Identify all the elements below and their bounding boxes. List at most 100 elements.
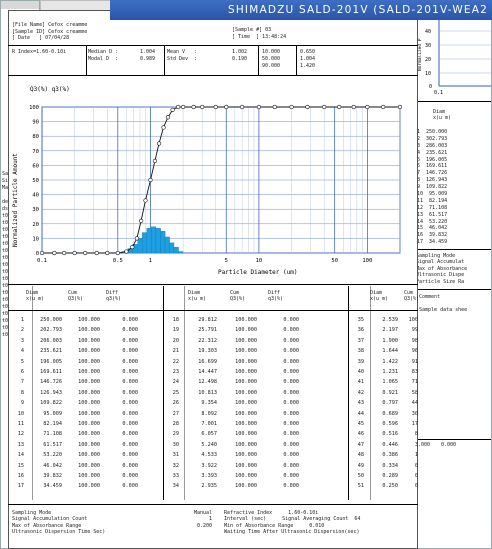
cumulative-point [397, 104, 403, 110]
table-cell: 100.000 [235, 400, 257, 407]
cumulative-point [200, 104, 205, 110]
y-tick-label: 50 [32, 178, 39, 184]
table-cell: 6 [20, 369, 24, 375]
left-window-line: t00 [2, 304, 12, 310]
table-row: 28 7.001 100.000 0.000 [163, 421, 299, 428]
table-cell: 100.000 [235, 379, 257, 386]
table-cell: 42 [357, 389, 364, 396]
cumulative-point [365, 104, 370, 110]
table-cell: 0.000 [283, 400, 299, 407]
footer-setting: Signal Accumulation Count 1 [12, 516, 212, 523]
col1-header-size: Diam x(u m) [26, 290, 45, 302]
table-row: 25 10.813 100.000 0.000 [163, 390, 299, 397]
table-cell: 0.000 [122, 410, 138, 417]
table-row: 43 0.797 44 [348, 400, 418, 407]
table-cell: 15 [17, 462, 24, 469]
table-cell: 50 [357, 473, 364, 479]
table-row: 7 146.726 100.000 0.000 [8, 379, 138, 386]
table-cell: 0.000 [283, 337, 299, 344]
cumulative-point [256, 104, 262, 110]
x-tick-label: 0.1 [37, 258, 47, 264]
table-cell: 7 [20, 379, 24, 386]
left-window-line: t00 [2, 325, 12, 331]
data-table: Diam x(u m) Cum Q3(%) Diff q3(%) Diam x(… [8, 286, 419, 500]
right-tick-0: 0 [429, 84, 432, 90]
header-sample-no: [Sample #] 03 [232, 27, 272, 33]
table-cell: 0.386 [382, 452, 398, 459]
table-cell: 99 [411, 327, 418, 334]
table-row: 23 14.447 100.000 0.000 [163, 369, 299, 376]
table-cell: 16 [17, 473, 24, 479]
table-row: 49 0.334 0 [348, 463, 418, 470]
table-cell: 0.000 [122, 379, 138, 386]
table-row: 50 0.289 0 [348, 473, 418, 480]
table-cell: 3.922 [201, 462, 217, 469]
table-cell: 27 [172, 410, 179, 417]
table-cell: 17 [411, 421, 418, 427]
table-cell: 100.000 [78, 327, 100, 334]
table-cell: 0.000 [122, 421, 138, 427]
table-cell: 5.240 [201, 441, 217, 448]
table-cell: 39.832 [43, 473, 62, 479]
footer-settings-right: Refractive Index 1.60-0.10i Interval (sec)… [224, 510, 492, 536]
right-table-row: 4 235.621 [417, 149, 448, 156]
table-cell: 9.354 [201, 400, 217, 407]
table-cell: 46 [357, 431, 364, 438]
table-cell: 98 [411, 337, 418, 344]
table-cell: 17 [17, 483, 24, 490]
x-tick-label: 5 [225, 258, 228, 264]
cumulative-point [224, 104, 229, 110]
cumulative-point [62, 250, 67, 256]
table-cell: 2.935 [201, 483, 217, 490]
table-cell: 58 [411, 389, 418, 396]
table-cell: 0.000 [122, 431, 138, 438]
y-tick-label: 40 [32, 193, 39, 199]
table-row: 14 53.220 100.000 0.000 [8, 452, 138, 459]
right-table-rows: 1 250.000 2 302.793 3 286.003 4 235.621 5 19… [417, 129, 491, 246]
table-cell: 0.000 [283, 431, 299, 438]
left-window-line: t00 [2, 311, 12, 317]
right-table-row: 9 109.822 [417, 184, 448, 191]
y-tick-label: 80 [32, 134, 39, 140]
col2-header-diff: Diff q3(%) [268, 290, 284, 302]
background-window-right: 50 40 30 20 10 0 0.1 Normalized P Diam x… [414, 0, 492, 549]
footer-setting: Refractive Index 1.60-0.10i [224, 510, 319, 516]
footer-setting: Max of Absorbance Range 0.200 [12, 522, 212, 529]
window-titlebar[interactable]: SHIMADZU SALD-201V (SALD-201V-WEA2 [110, 0, 492, 20]
table-cell: 39 [357, 358, 364, 365]
modal-label: Modal D : [88, 56, 119, 62]
table-row: 24 12.498 100.000 0.000 [163, 379, 299, 386]
right-setting-line: Max of Absorbance [416, 265, 468, 272]
window-title: SHIMADZU SALD-201V (SALD-201V-WEA2 [227, 4, 488, 16]
table-cell: 16.699 [198, 358, 217, 365]
right-bottom-value-1: 0.000 [415, 442, 431, 448]
table-cell: 0.000 [283, 421, 299, 427]
table-cell: 48 [357, 452, 364, 459]
table-cell: 4.533 [201, 452, 217, 459]
table-cell: 0.000 [283, 358, 299, 365]
table-cell: 8 [20, 389, 24, 396]
table-cell: 1.231 [382, 369, 398, 375]
cumulative-point [272, 104, 277, 110]
table-row: 29 6.057 100.000 0.000 [163, 431, 299, 438]
table-cell: 19 [172, 327, 179, 334]
right-table-row: 13 61.517 [417, 211, 448, 218]
left-window-line: Max [2, 185, 12, 191]
left-window-line: t00 [2, 213, 12, 219]
table-cell: 43 [357, 400, 364, 407]
table-row: 6 169.611 100.000 0.000 [8, 369, 138, 376]
table-cell: 22.312 [198, 337, 217, 344]
table-cell: 3 [414, 441, 418, 448]
table-row: 30 5.240 100.000 0.000 [163, 442, 299, 449]
table-cell: 100.000 [78, 379, 100, 386]
table-cell: 0.446 [382, 441, 398, 448]
table-cell: 0.000 [283, 483, 299, 490]
table-row: 18 29.812 100.000 0.000 [163, 317, 299, 324]
cumulative-point [240, 104, 245, 110]
table-cell: 5 [20, 358, 24, 365]
table-cell: 20 [172, 337, 179, 344]
frequency-bar [164, 236, 170, 254]
table-cell: 100.000 [78, 358, 100, 365]
table-cell: 0.000 [283, 452, 299, 459]
frequency-bar [151, 226, 157, 254]
